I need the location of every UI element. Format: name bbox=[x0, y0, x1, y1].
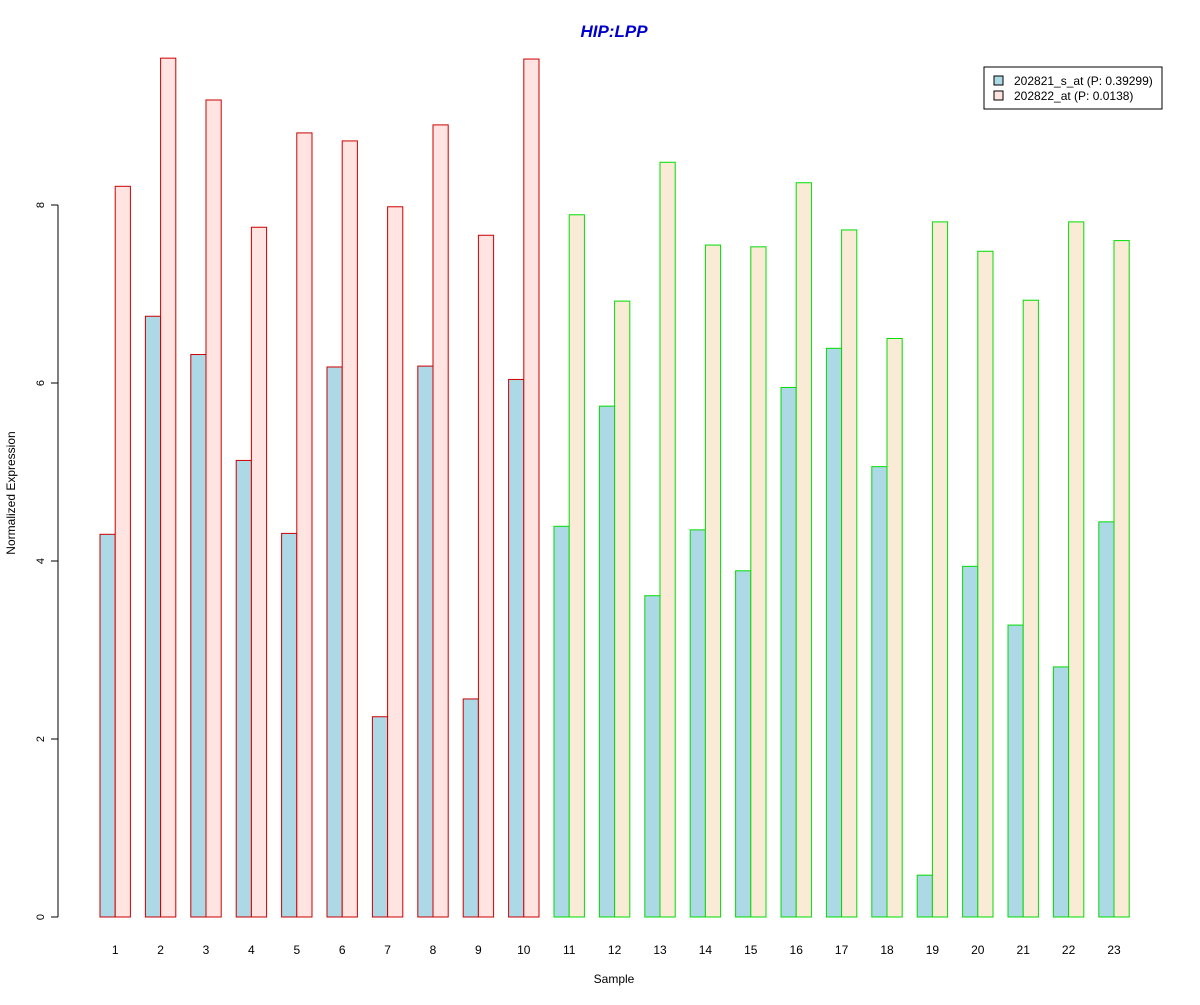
x-tick-label: 10 bbox=[517, 943, 531, 957]
x-tick-label: 19 bbox=[926, 943, 940, 957]
bar-202822-sample-22 bbox=[1068, 221, 1085, 918]
x-tick-label: 6 bbox=[339, 943, 346, 957]
y-tick-label: 0 bbox=[35, 914, 47, 920]
x-tick-label: 9 bbox=[475, 943, 482, 957]
bar-202821-sample-9 bbox=[462, 698, 479, 918]
x-tick-label: 1 bbox=[112, 943, 119, 957]
bar-202822-sample-18 bbox=[886, 338, 903, 918]
bar-202821-sample-14 bbox=[689, 529, 706, 918]
legend-label-202821: 202821_s_at (P: 0.39299) bbox=[1014, 74, 1153, 88]
bar-202822-sample-8 bbox=[432, 124, 449, 918]
bar-202821-sample-5 bbox=[281, 532, 298, 918]
bar-202821-sample-11 bbox=[553, 525, 570, 918]
bar-202821-sample-8 bbox=[417, 365, 434, 918]
legend-label-202822: 202822_at (P: 0.0138) bbox=[1014, 89, 1133, 103]
x-tick-label: 7 bbox=[384, 943, 391, 957]
x-tick-label: 23 bbox=[1107, 943, 1121, 957]
bar-202821-sample-2 bbox=[144, 315, 162, 918]
legend-box bbox=[983, 66, 1163, 110]
x-tick-label: 4 bbox=[248, 943, 255, 957]
bar-202821-sample-18 bbox=[871, 466, 888, 918]
bar-202821-sample-12 bbox=[598, 405, 616, 918]
bar-202822-sample-13 bbox=[659, 161, 676, 918]
bar-202821-sample-15 bbox=[735, 570, 752, 918]
bar-202821-sample-3 bbox=[190, 354, 207, 918]
bar-202821-sample-20 bbox=[962, 565, 979, 918]
bar-202821-sample-17 bbox=[825, 347, 843, 918]
x-tick-label: 17 bbox=[835, 943, 849, 957]
x-tick-label: 2 bbox=[157, 943, 164, 957]
x-tick-label: 3 bbox=[203, 943, 210, 957]
bar-202822-sample-7 bbox=[387, 206, 404, 918]
bar-202822-sample-9 bbox=[477, 234, 495, 918]
bar-202822-sample-5 bbox=[296, 132, 313, 918]
y-axis-label: Normalized Expression bbox=[4, 431, 18, 554]
bar-202822-sample-4 bbox=[250, 226, 268, 918]
legend-swatch-202821 bbox=[993, 75, 1004, 86]
y-tick-label: 2 bbox=[35, 736, 47, 742]
bars-layer bbox=[99, 57, 1130, 918]
bar-202821-sample-10 bbox=[508, 378, 525, 918]
x-tick-label: 21 bbox=[1017, 943, 1031, 957]
legend: 202821_s_at (P: 0.39299) 202822_at (P: 0… bbox=[983, 66, 1163, 110]
bar-202821-sample-23 bbox=[1098, 521, 1115, 918]
bar-202822-sample-19 bbox=[931, 221, 949, 918]
bar-202821-sample-16 bbox=[780, 386, 797, 918]
x-tick-label: 13 bbox=[653, 943, 667, 957]
bar-202822-sample-17 bbox=[841, 229, 858, 918]
bar-202821-sample-13 bbox=[644, 595, 661, 918]
y-tick-label: 8 bbox=[35, 202, 47, 208]
x-tick-label: 8 bbox=[430, 943, 437, 957]
legend-swatch-202822 bbox=[993, 90, 1004, 101]
bar-202822-sample-12 bbox=[614, 300, 631, 918]
x-tick-label: 15 bbox=[744, 943, 758, 957]
bar-202822-sample-15 bbox=[750, 246, 767, 918]
bar-202822-sample-11 bbox=[568, 214, 585, 918]
bar-202821-sample-19 bbox=[916, 874, 933, 918]
x-tick-label: 12 bbox=[608, 943, 622, 957]
bar-202822-sample-16 bbox=[795, 182, 812, 918]
bar-202822-sample-3 bbox=[205, 99, 222, 918]
bar-202821-sample-1 bbox=[99, 533, 116, 918]
y-tick-label: 6 bbox=[35, 380, 47, 386]
x-tick-label: 20 bbox=[971, 943, 985, 957]
bar-202822-sample-1 bbox=[114, 185, 131, 918]
x-tick-label: 16 bbox=[790, 943, 804, 957]
bar-202822-sample-6 bbox=[341, 140, 358, 918]
bar-202821-sample-21 bbox=[1007, 624, 1024, 918]
x-tick-label: 18 bbox=[880, 943, 894, 957]
bar-202822-sample-10 bbox=[523, 58, 540, 918]
bar-202821-sample-7 bbox=[371, 716, 389, 918]
bar-202822-sample-20 bbox=[977, 250, 994, 918]
bar-202822-sample-14 bbox=[704, 244, 722, 918]
bar-202822-sample-2 bbox=[160, 57, 177, 918]
chart-title: HIP:LPP bbox=[580, 22, 648, 41]
x-tick-label: 22 bbox=[1062, 943, 1076, 957]
y-axis: 0 2 4 6 8 bbox=[35, 202, 59, 920]
x-axis-label: Sample bbox=[594, 972, 635, 986]
bar-202821-sample-6 bbox=[326, 366, 343, 918]
bar-202821-sample-22 bbox=[1052, 666, 1070, 918]
x-tick-label: 11 bbox=[563, 943, 576, 957]
x-tick-labels: 1 2 3 4 5 6 7 8 9 10 11 12 13 14 15 16 17 18 19 20 21 22 23 bbox=[112, 943, 1121, 957]
x-tick-label: 5 bbox=[293, 943, 300, 957]
x-tick-label: 14 bbox=[699, 943, 713, 957]
y-tick-label: 4 bbox=[35, 558, 47, 564]
bar-202822-sample-21 bbox=[1022, 299, 1039, 918]
bar-202822-sample-23 bbox=[1113, 240, 1130, 918]
bar-202821-sample-4 bbox=[235, 459, 252, 918]
